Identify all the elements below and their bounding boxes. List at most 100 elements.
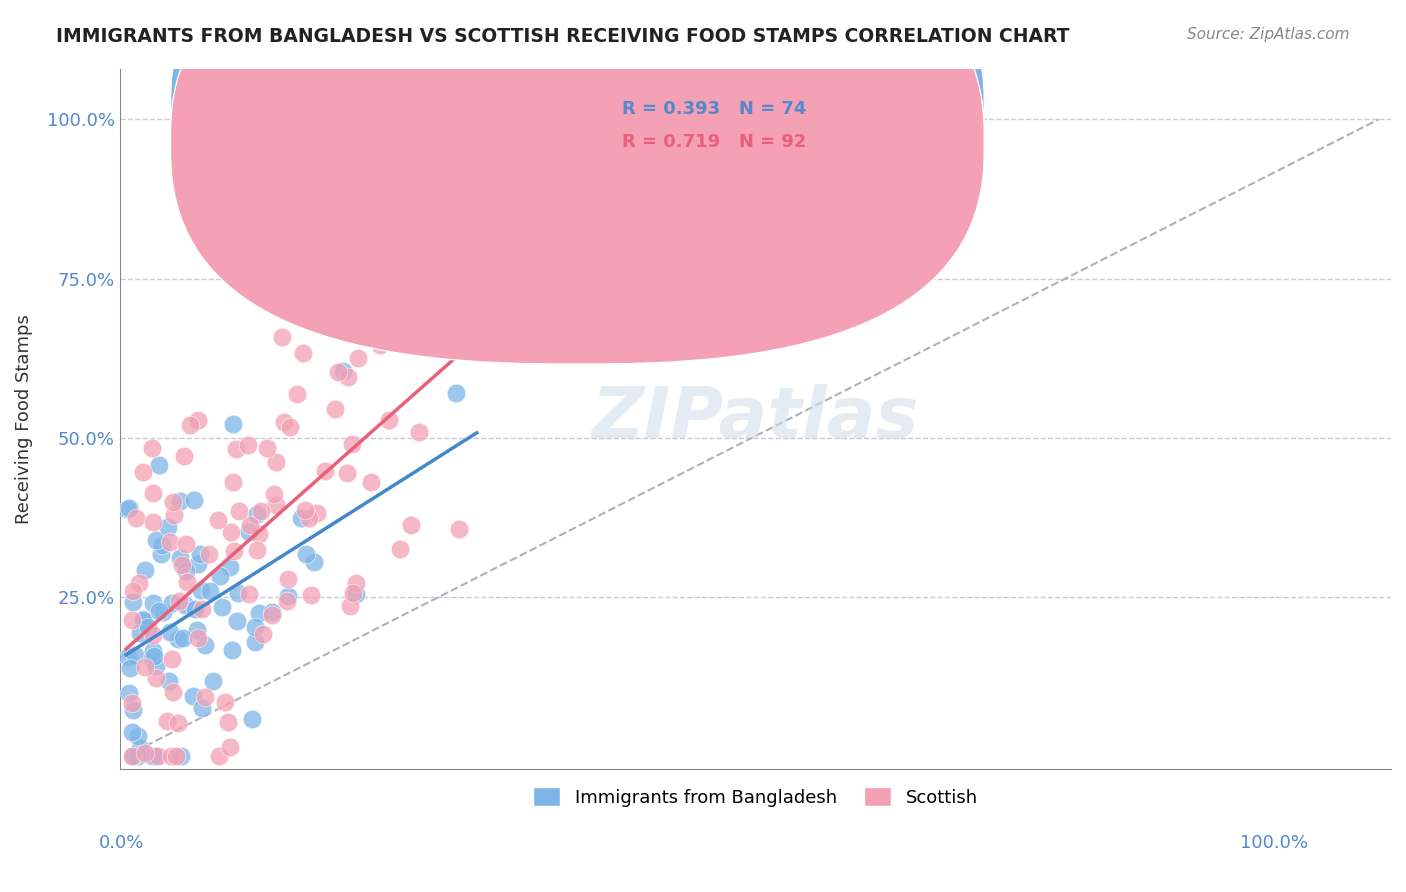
Y-axis label: Receiving Food Stamps: Receiving Food Stamps (15, 314, 32, 524)
Point (160, 596, 183, 610)
Point (263, 487, 285, 501)
Point (221, 643, 243, 657)
Point (128, 576, 150, 591)
Point (228, 504, 250, 518)
Point (160, 748, 183, 763)
Point (240, 712, 263, 726)
Point (121, 613, 143, 627)
Point (408, 425, 430, 439)
Point (264, 498, 287, 512)
Point (136, 620, 159, 634)
Point (247, 526, 270, 541)
Point (200, 584, 222, 599)
Text: R = 0.719   N = 92: R = 0.719 N = 92 (621, 133, 806, 151)
Point (165, 748, 187, 763)
Point (141, 651, 163, 665)
Point (485, 288, 508, 302)
FancyBboxPatch shape (170, 0, 984, 331)
Point (141, 748, 163, 763)
Point (187, 558, 209, 572)
Point (346, 351, 368, 366)
Point (368, 338, 391, 352)
Point (209, 569, 232, 583)
Point (198, 547, 221, 561)
Point (344, 587, 367, 601)
Point (336, 369, 359, 384)
Point (131, 612, 153, 626)
Point (148, 604, 170, 618)
Point (162, 684, 184, 698)
Point (219, 524, 242, 539)
Point (201, 673, 224, 688)
Text: 0.0%: 0.0% (98, 834, 143, 852)
Point (302, 555, 325, 569)
Point (238, 438, 260, 452)
Point (564, 109, 586, 123)
Point (179, 417, 201, 432)
Point (186, 631, 208, 645)
Point (186, 624, 208, 638)
Point (247, 606, 270, 620)
Point (156, 714, 179, 728)
Point (276, 594, 298, 608)
Point (377, 413, 399, 427)
Point (134, 563, 156, 577)
Text: IMMIGRANTS FROM BANGLADESH VS SCOTTISH RECEIVING FOOD STAMPS CORRELATION CHART: IMMIGRANTS FROM BANGLADESH VS SCOTTISH R… (56, 27, 1070, 45)
Point (152, 538, 174, 552)
Point (148, 748, 170, 763)
Point (238, 587, 260, 601)
Point (225, 614, 247, 628)
Point (173, 449, 195, 463)
Point (449, 318, 471, 333)
Text: ZIPatlas: ZIPatlas (592, 384, 920, 453)
Point (122, 584, 145, 599)
Point (143, 748, 166, 763)
Point (117, 649, 139, 664)
Point (297, 510, 319, 524)
Point (129, 741, 152, 756)
Point (277, 572, 299, 586)
Point (285, 387, 308, 401)
Point (191, 701, 214, 715)
Point (207, 513, 229, 527)
Point (226, 586, 249, 600)
Point (187, 413, 209, 427)
Point (122, 595, 145, 609)
Point (218, 739, 240, 754)
Point (238, 524, 260, 539)
Point (344, 575, 367, 590)
Point (256, 442, 278, 456)
Point (222, 417, 245, 431)
Point (163, 508, 186, 522)
Point (174, 564, 197, 578)
Point (121, 725, 143, 739)
Point (208, 748, 231, 763)
Point (148, 458, 170, 472)
Point (122, 748, 145, 763)
Point (264, 454, 287, 468)
Point (277, 589, 299, 603)
Point (239, 518, 262, 533)
Point (278, 419, 301, 434)
Point (128, 625, 150, 640)
Point (214, 694, 236, 708)
Point (342, 585, 364, 599)
Point (243, 635, 266, 649)
Point (150, 547, 173, 561)
Point (194, 690, 217, 704)
Point (143, 648, 166, 663)
Point (250, 504, 273, 518)
Point (142, 628, 165, 642)
Point (245, 620, 267, 634)
Point (252, 627, 274, 641)
Point (142, 596, 165, 610)
Point (246, 543, 269, 558)
Point (142, 516, 165, 530)
Point (246, 507, 269, 521)
Point (225, 442, 247, 456)
Point (183, 492, 205, 507)
Point (291, 346, 314, 360)
Point (118, 685, 141, 699)
Point (167, 716, 190, 731)
Point (294, 503, 316, 517)
